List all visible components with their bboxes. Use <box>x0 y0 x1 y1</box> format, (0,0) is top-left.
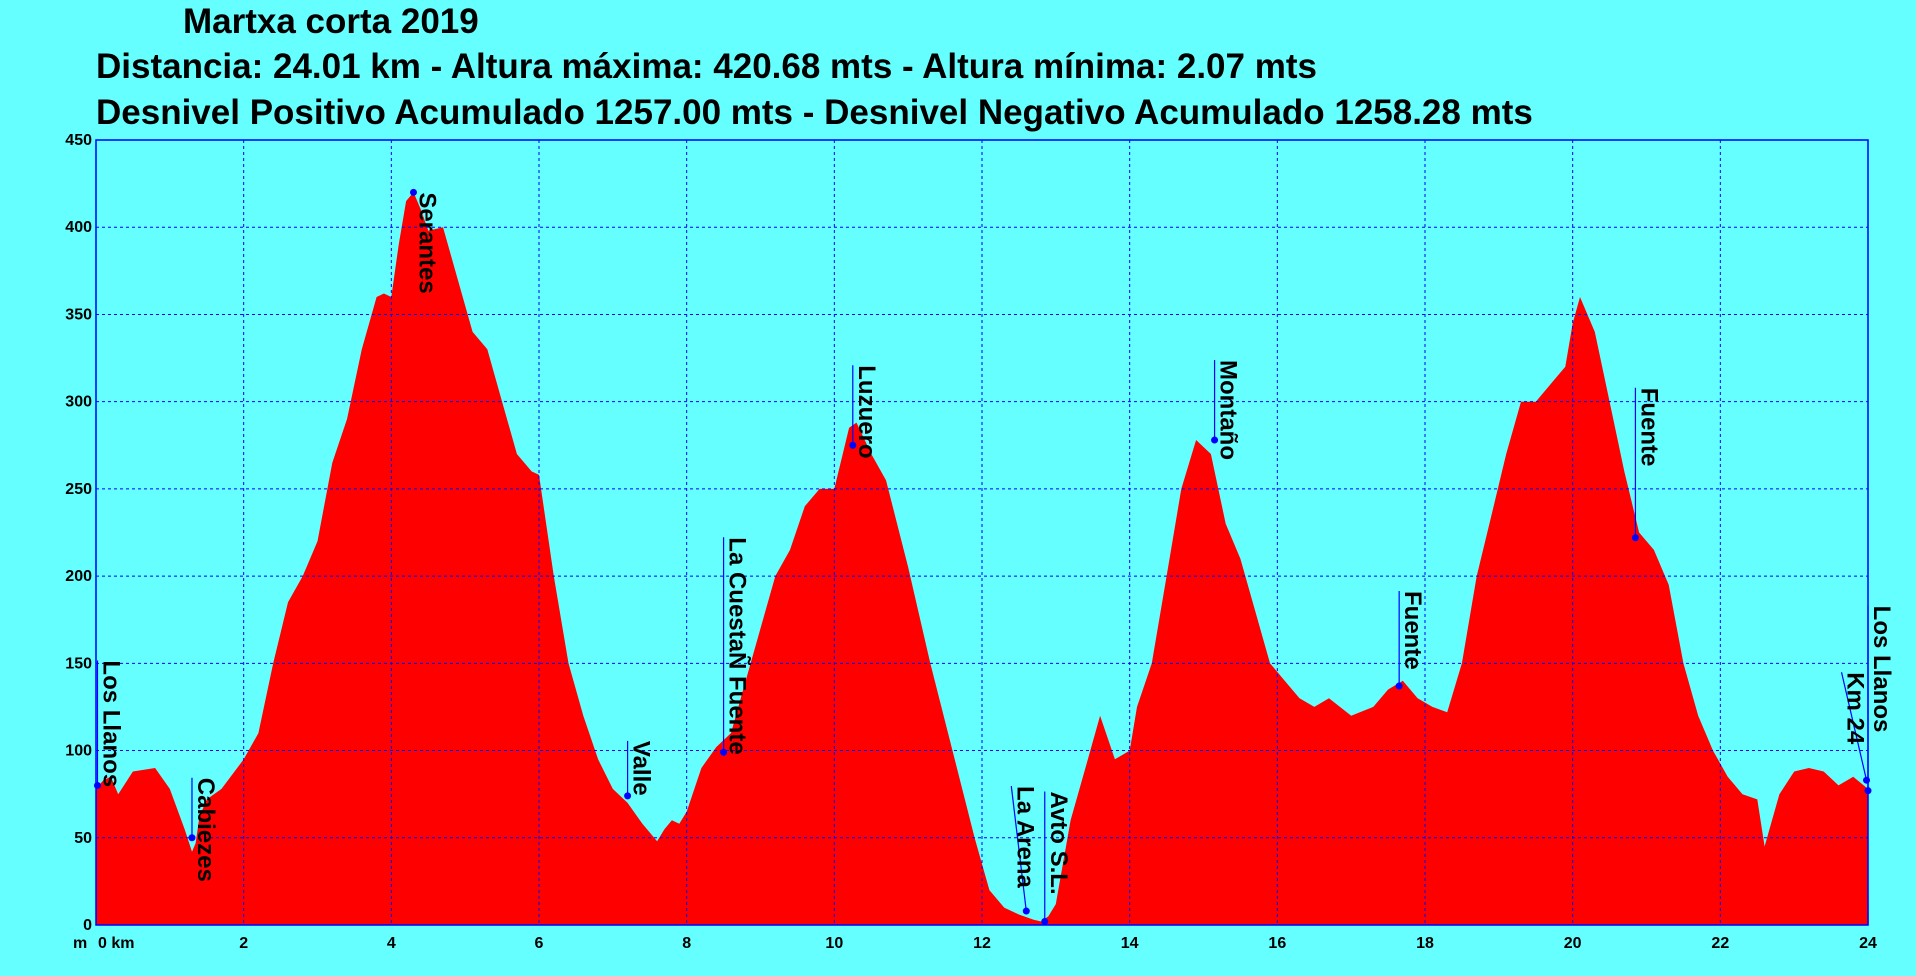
waypoint-label: La CuestaÑ Fuente <box>724 537 752 754</box>
y-tick-label: 50 <box>74 830 92 847</box>
waypoint-label: Luzuero <box>853 365 880 458</box>
x-tick-label: 8 <box>682 935 691 952</box>
chart-stats-line-2: Desnivel Positivo Acumulado 1257.00 mts … <box>96 93 1533 132</box>
waypoint-label: Los Llanos <box>97 660 124 787</box>
plot-frame <box>95 139 1869 926</box>
y-tick-label: 250 <box>65 481 92 498</box>
x-tick-label: 0 km <box>98 935 134 952</box>
x-tick-label: 22 <box>1711 935 1729 952</box>
waypoint-label: Km 24 <box>1842 672 1869 745</box>
waypoint-marker <box>1863 776 1871 784</box>
waypoint-marker <box>720 748 728 756</box>
y-axis-unit-label: m <box>73 935 87 952</box>
waypoint-marker <box>1022 907 1030 915</box>
waypoint-marker <box>93 781 101 789</box>
x-tick-label: 24 <box>1859 935 1877 952</box>
y-tick-label: 150 <box>65 655 92 672</box>
y-tick-label: 200 <box>65 568 92 585</box>
waypoint-label: Montaño <box>1215 360 1242 460</box>
x-tick-label: 20 <box>1564 935 1582 952</box>
y-tick-label: 450 <box>65 132 92 149</box>
waypoint-marker <box>409 188 417 196</box>
waypoint-marker <box>1631 534 1639 542</box>
waypoint-leader <box>1840 672 1868 781</box>
waypoint-marker <box>188 834 196 842</box>
waypoint-leader <box>1010 785 1027 912</box>
waypoint-label: Valle <box>628 741 655 796</box>
waypoint-marker <box>1211 436 1219 444</box>
x-tick-label: 6 <box>535 935 544 952</box>
waypoint-label: Fuente <box>1399 591 1426 670</box>
y-tick-label: 300 <box>65 394 92 411</box>
waypoint-marker <box>1395 682 1403 690</box>
waypoint-label: Los Llanos <box>1868 606 1895 733</box>
waypoint-label: Fuente <box>1635 388 1662 467</box>
waypoint-label: La Arena <box>1011 786 1038 888</box>
waypoint-marker <box>624 792 632 800</box>
waypoint-marker <box>1041 918 1049 926</box>
y-tick-label: 350 <box>65 306 92 323</box>
chart-title: Martxa corta 2019 <box>183 2 479 41</box>
waypoint-marker <box>849 441 857 449</box>
x-tick-label: 12 <box>973 935 991 952</box>
x-tick-label: 18 <box>1416 935 1434 952</box>
x-tick-label: 4 <box>387 935 396 952</box>
x-tick-label: 14 <box>1121 935 1139 952</box>
y-tick-label: 0 <box>83 917 92 934</box>
waypoint-label: Avto S.L. <box>1045 792 1072 895</box>
waypoint-label: Cabiezes <box>192 778 219 882</box>
waypoint-marker <box>1864 787 1872 795</box>
x-tick-label: 16 <box>1268 935 1286 952</box>
x-tick-label: 10 <box>825 935 843 952</box>
x-tick-label: 2 <box>239 935 248 952</box>
waypoint-label: Serantes <box>413 192 440 293</box>
y-tick-label: 100 <box>65 743 92 760</box>
y-tick-label: 400 <box>65 219 92 236</box>
chart-stats-line-1: Distancia: 24.01 km - Altura máxima: 420… <box>96 47 1317 86</box>
